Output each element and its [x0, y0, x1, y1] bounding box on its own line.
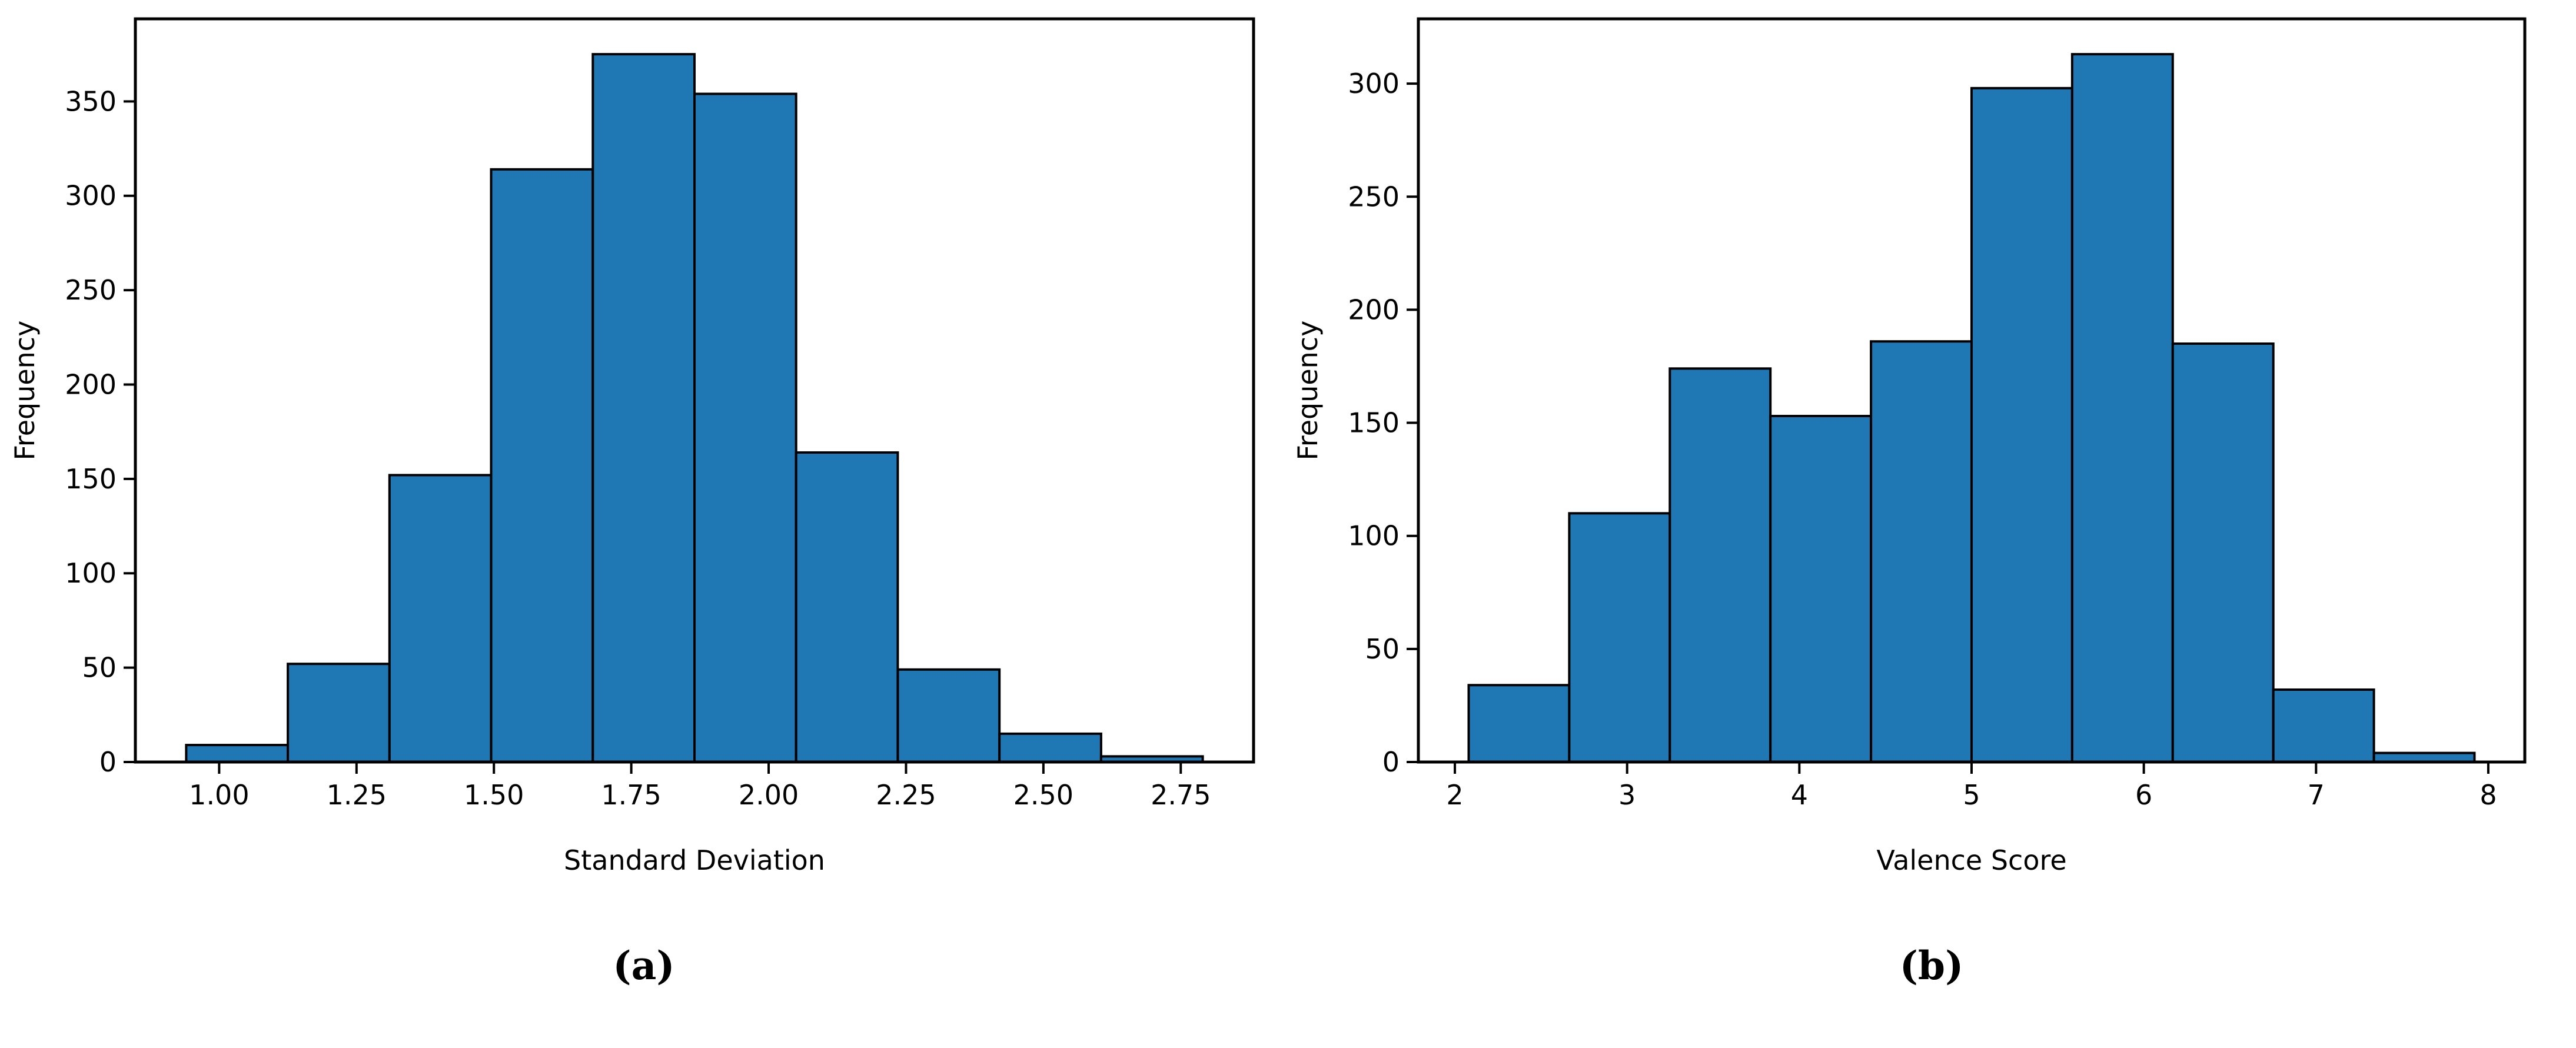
hist-bar: [185, 744, 290, 763]
x-tick-label: 4: [1791, 779, 1808, 811]
y-tick-label: 300: [65, 180, 117, 212]
y-tick-label: 0: [1382, 746, 1400, 778]
hist-bar: [795, 451, 899, 763]
y-tick-label: 100: [1348, 520, 1400, 552]
hist-bar: [1970, 86, 2073, 763]
x-tick-label: 8: [2479, 779, 2497, 811]
hist-bar: [591, 53, 696, 764]
hist-bar: [2171, 342, 2275, 763]
x-tick-label: 5: [1963, 779, 1980, 811]
x-tick-label: 2.75: [1151, 779, 1211, 811]
histogram-standard-deviation: 1.00 1.25 1.50 1.75 2.00 2.25 2.50 2.75 0 50 100 15…: [0, 0, 1288, 900]
y-tick-label: 100: [65, 557, 117, 589]
y-tick-label: 250: [1348, 181, 1400, 212]
x-tick-label: 2.50: [1013, 779, 1073, 811]
x-tick-label: 2: [1446, 779, 1463, 811]
hist-bar: [287, 663, 391, 763]
y-axis-label: Frequency: [9, 321, 41, 461]
hist-bar: [896, 668, 1001, 764]
y-tick-label: 200: [1348, 294, 1400, 325]
hist-bar: [388, 474, 493, 764]
y-tick-label: 50: [1365, 633, 1400, 665]
x-tick-label: 1.00: [189, 779, 249, 811]
y-tick-label: 50: [82, 652, 117, 684]
x-tick-label: 2.00: [739, 779, 799, 811]
x-axis-label: Valence Score: [1876, 844, 2066, 876]
subfigure-b: 2 3 4 5 6 7 8 0 50 100 150 200 250 300 Valence Score Fr…: [1288, 0, 2575, 1048]
y-tick-label: 300: [1348, 68, 1400, 99]
y-tick-label: 250: [65, 274, 117, 306]
x-tick-label: 2.25: [876, 779, 936, 811]
x-axis-label: Standard Deviation: [564, 844, 825, 876]
hist-bar: [2070, 53, 2174, 764]
hist-bar: [1467, 684, 1571, 764]
histogram-valence-score: 2 3 4 5 6 7 8 0 50 100 150 200 250 300 Valence Score Fr…: [1288, 0, 2575, 900]
x-tick-label: 1.25: [327, 779, 387, 811]
subfigure-caption-a: (a): [613, 943, 675, 989]
y-tick-label: 150: [1348, 407, 1400, 439]
hist-bar: [693, 92, 797, 763]
y-tick-label: 200: [65, 368, 117, 400]
y-tick-label: 150: [65, 463, 117, 495]
x-tick-label: 1.75: [601, 779, 661, 811]
hist-bar: [1668, 367, 1772, 763]
subfigure-a: 1.00 1.25 1.50 1.75 2.00 2.25 2.50 2.75 0 50 100 15…: [0, 0, 1288, 989]
hist-bar: [1870, 340, 1973, 763]
axes-spines: [134, 17, 1255, 764]
hist-bar: [1568, 512, 1671, 763]
hist-bar: [1769, 415, 1873, 763]
y-tick-label: 350: [65, 85, 117, 117]
hist-bar: [998, 732, 1102, 764]
hist-bar: [490, 168, 594, 763]
x-tick-label: 6: [2135, 779, 2152, 811]
subfigure-caption-b: (b): [1899, 943, 1964, 989]
x-tick-label: 7: [2308, 779, 2325, 811]
y-axis-label: Frequency: [1292, 321, 1324, 461]
hist-bar: [2272, 688, 2375, 763]
y-tick-label: 0: [99, 746, 117, 778]
x-tick-label: 1.50: [464, 779, 524, 811]
x-tick-label: 3: [1618, 779, 1636, 811]
